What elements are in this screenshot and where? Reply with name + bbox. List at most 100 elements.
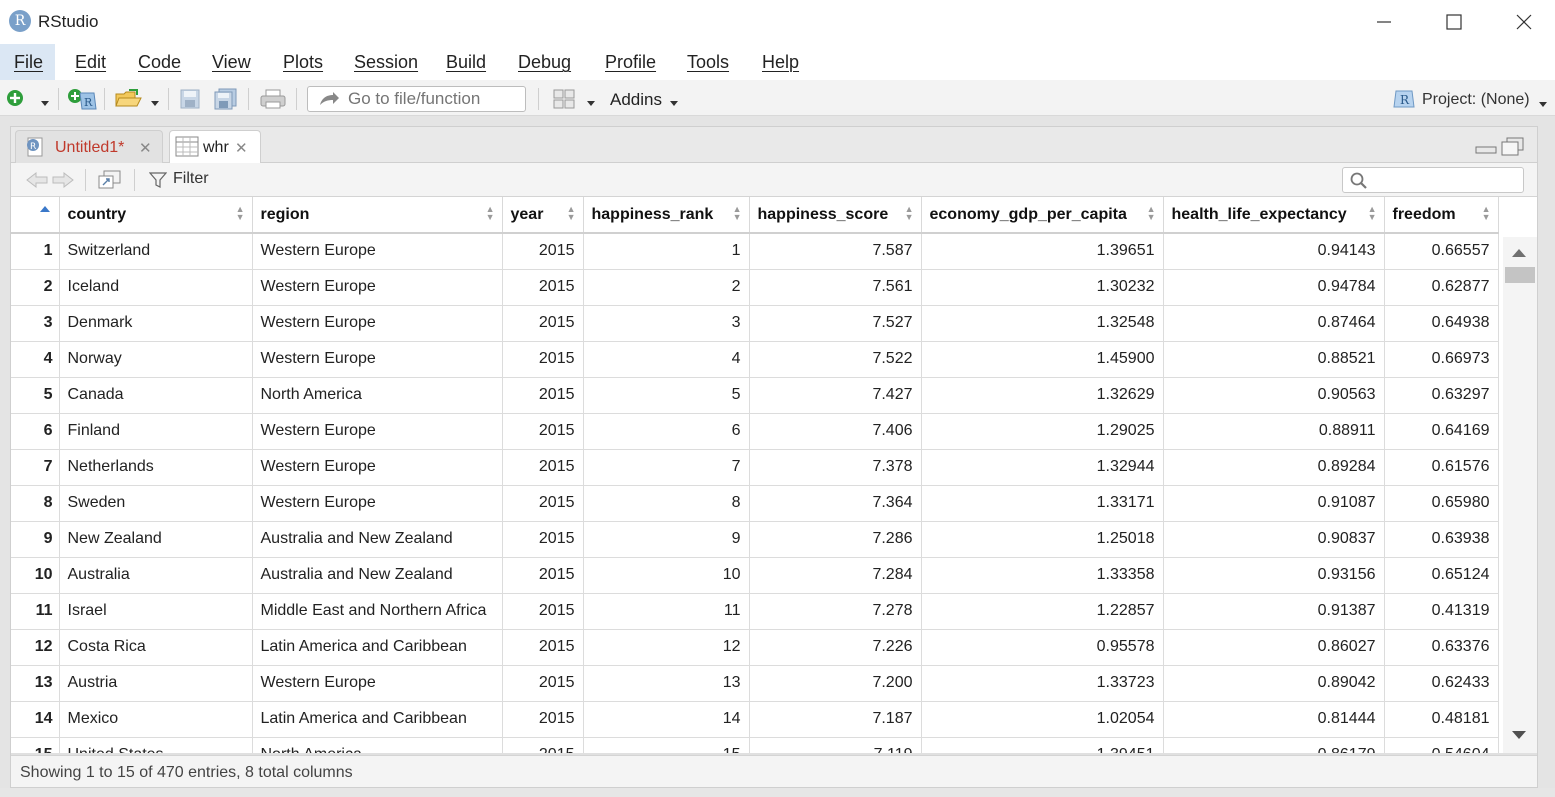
menu-tools[interactable]: Tools bbox=[687, 52, 730, 72]
goto-file-function-input[interactable] bbox=[348, 89, 518, 109]
close-window-button[interactable] bbox=[1490, 0, 1555, 44]
table-row[interactable]: 3 Denmark Western Europe 2015 3 7.527 1.32548 0… bbox=[11, 305, 1499, 342]
table-cell-freedom[interactable]: 0.62877 bbox=[1384, 269, 1499, 306]
table-cell-freedom[interactable]: 0.64938 bbox=[1384, 305, 1499, 342]
table-cell-economy-gdp-per-capita[interactable]: 1.29025 bbox=[921, 413, 1164, 450]
row-number-cell[interactable]: 1 bbox=[11, 233, 60, 270]
save-button[interactable] bbox=[180, 89, 200, 114]
column-header-freedom[interactable]: freedom ▲ ▼ bbox=[1384, 197, 1499, 234]
table-cell-health-life-expectancy[interactable]: 0.86179 bbox=[1163, 737, 1385, 753]
table-cell-year[interactable]: 2015 bbox=[502, 557, 584, 594]
table-cell-health-life-expectancy[interactable]: 0.94143 bbox=[1163, 233, 1385, 270]
menu-code[interactable]: Code bbox=[138, 52, 182, 72]
table-cell-happiness-rank[interactable]: 9 bbox=[583, 521, 750, 558]
table-cell-happiness-rank[interactable]: 2 bbox=[583, 269, 750, 306]
menu-build[interactable]: Build bbox=[446, 52, 487, 72]
table-cell-health-life-expectancy[interactable]: 0.91387 bbox=[1163, 593, 1385, 630]
table-cell-happiness-rank[interactable]: 12 bbox=[583, 629, 750, 666]
table-cell-happiness-score[interactable]: 7.286 bbox=[749, 521, 922, 558]
table-cell-economy-gdp-per-capita[interactable]: 1.33723 bbox=[921, 665, 1164, 702]
scroll-down-button[interactable] bbox=[1511, 727, 1527, 745]
minimize-button[interactable] bbox=[1350, 0, 1418, 44]
table-cell-region[interactable]: Western Europe bbox=[252, 233, 503, 270]
table-cell-happiness-rank[interactable]: 5 bbox=[583, 377, 750, 414]
table-cell-country[interactable]: Austria bbox=[59, 665, 253, 702]
table-cell-region[interactable]: Western Europe bbox=[252, 485, 503, 522]
row-number-cell[interactable]: 5 bbox=[11, 377, 60, 414]
table-cell-region[interactable]: North America bbox=[252, 737, 503, 753]
maximize-button[interactable] bbox=[1420, 0, 1488, 44]
table-cell-health-life-expectancy[interactable]: 0.88521 bbox=[1163, 341, 1385, 378]
table-cell-freedom[interactable]: 0.48181 bbox=[1384, 701, 1499, 738]
table-cell-freedom[interactable]: 0.64169 bbox=[1384, 413, 1499, 450]
row-number-cell[interactable]: 6 bbox=[11, 413, 60, 450]
table-row[interactable]: 5 Canada North America 2015 5 7.427 1.32629 0.9… bbox=[11, 377, 1499, 414]
row-number-cell[interactable]: 13 bbox=[11, 665, 60, 702]
table-cell-happiness-rank[interactable]: 7 bbox=[583, 449, 750, 486]
row-number-cell[interactable]: 10 bbox=[11, 557, 60, 594]
table-cell-year[interactable]: 2015 bbox=[502, 377, 584, 414]
workspace-panes-dropdown[interactable] bbox=[586, 95, 596, 113]
table-cell-happiness-score[interactable]: 7.522 bbox=[749, 341, 922, 378]
menu-profile[interactable]: Profile bbox=[605, 52, 657, 72]
table-cell-health-life-expectancy[interactable]: 0.88911 bbox=[1163, 413, 1385, 450]
table-cell-economy-gdp-per-capita[interactable]: 1.22857 bbox=[921, 593, 1164, 630]
table-cell-economy-gdp-per-capita[interactable]: 1.39651 bbox=[921, 233, 1164, 270]
table-cell-country[interactable]: New Zealand bbox=[59, 521, 253, 558]
tab-whr-close-icon[interactable]: ✕ bbox=[235, 140, 248, 157]
table-cell-freedom[interactable]: 0.66557 bbox=[1384, 233, 1499, 270]
table-cell-economy-gdp-per-capita[interactable]: 1.33171 bbox=[921, 485, 1164, 522]
row-number-cell[interactable]: 9 bbox=[11, 521, 60, 558]
column-header-economy-gdp[interactable]: economy_gdp_per_capita ▲ ▼ bbox=[921, 197, 1164, 234]
table-cell-region[interactable]: Latin America and Caribbean bbox=[252, 701, 503, 738]
table-cell-year[interactable]: 2015 bbox=[502, 341, 584, 378]
table-cell-country[interactable]: Israel bbox=[59, 593, 253, 630]
table-row[interactable]: 9 New Zealand Australia and New Zealand 201… bbox=[11, 521, 1499, 558]
table-cell-economy-gdp-per-capita[interactable]: 1.30232 bbox=[921, 269, 1164, 306]
table-cell-health-life-expectancy[interactable]: 0.94784 bbox=[1163, 269, 1385, 306]
row-number-cell[interactable]: 11 bbox=[11, 593, 60, 630]
table-cell-happiness-score[interactable]: 7.187 bbox=[749, 701, 922, 738]
save-all-button[interactable] bbox=[214, 88, 238, 115]
table-cell-country[interactable]: Norway bbox=[59, 341, 253, 378]
table-cell-region[interactable]: Latin America and Caribbean bbox=[252, 629, 503, 666]
row-number-cell[interactable]: 7 bbox=[11, 449, 60, 486]
table-cell-country[interactable]: Costa Rica bbox=[59, 629, 253, 666]
table-cell-year[interactable]: 2015 bbox=[502, 305, 584, 342]
open-file-dropdown[interactable] bbox=[150, 95, 160, 113]
table-row[interactable]: 10 Australia Australia and New Zealand 2015… bbox=[11, 557, 1499, 594]
table-row[interactable]: 2 Iceland Western Europe 2015 2 7.561 1.30232 0… bbox=[11, 269, 1499, 306]
table-cell-happiness-score[interactable]: 7.427 bbox=[749, 377, 922, 414]
workspace-panes-button[interactable] bbox=[553, 89, 575, 114]
table-cell-freedom[interactable]: 0.63938 bbox=[1384, 521, 1499, 558]
table-cell-happiness-score[interactable]: 7.278 bbox=[749, 593, 922, 630]
table-cell-health-life-expectancy[interactable]: 0.86027 bbox=[1163, 629, 1385, 666]
table-row[interactable]: 6 Finland Western Europe 2015 6 7.406 1.29025 0… bbox=[11, 413, 1499, 450]
table-cell-happiness-score[interactable]: 7.378 bbox=[749, 449, 922, 486]
table-cell-happiness-score[interactable]: 7.527 bbox=[749, 305, 922, 342]
table-cell-health-life-expectancy[interactable]: 0.93156 bbox=[1163, 557, 1385, 594]
table-row[interactable]: 1 Switzerland Western Europe 2015 1 7.587 1.39… bbox=[11, 233, 1499, 270]
column-header-health-life-expectancy[interactable]: health_life_expectancy ▲ ▼ bbox=[1163, 197, 1385, 234]
table-cell-country[interactable]: Canada bbox=[59, 377, 253, 414]
table-cell-year[interactable]: 2015 bbox=[502, 593, 584, 630]
filter-button[interactable]: Filter bbox=[173, 170, 209, 187]
table-cell-country[interactable]: Sweden bbox=[59, 485, 253, 522]
print-button[interactable] bbox=[260, 89, 286, 114]
table-cell-year[interactable]: 2015 bbox=[502, 701, 584, 738]
table-cell-happiness-score[interactable]: 7.226 bbox=[749, 629, 922, 666]
table-cell-freedom[interactable]: 0.41319 bbox=[1384, 593, 1499, 630]
row-number-cell[interactable]: 15 bbox=[11, 737, 60, 753]
table-cell-region[interactable]: Western Europe bbox=[252, 305, 503, 342]
minimize-pane-button[interactable] bbox=[1475, 137, 1497, 160]
show-in-new-window-button[interactable] bbox=[98, 169, 122, 196]
table-cell-economy-gdp-per-capita[interactable]: 1.02054 bbox=[921, 701, 1164, 738]
row-number-cell[interactable]: 3 bbox=[11, 305, 60, 342]
table-cell-happiness-score[interactable]: 7.364 bbox=[749, 485, 922, 522]
table-cell-region[interactable]: Western Europe bbox=[252, 341, 503, 378]
table-cell-happiness-rank[interactable]: 13 bbox=[583, 665, 750, 702]
table-cell-year[interactable]: 2015 bbox=[502, 449, 584, 486]
row-number-cell[interactable]: 8 bbox=[11, 485, 60, 522]
table-cell-economy-gdp-per-capita[interactable]: 1.32629 bbox=[921, 377, 1164, 414]
table-cell-happiness-rank[interactable]: 4 bbox=[583, 341, 750, 378]
